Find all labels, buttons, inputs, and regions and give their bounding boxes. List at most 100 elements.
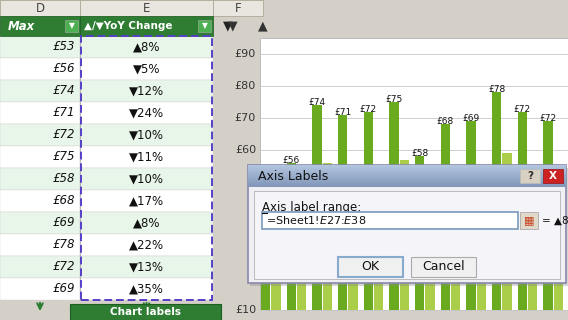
Bar xyxy=(248,181,566,182)
Text: £75: £75 xyxy=(52,150,75,164)
Bar xyxy=(364,112,373,310)
Bar xyxy=(248,171,566,172)
Bar xyxy=(248,165,566,283)
Bar xyxy=(248,182,566,183)
Bar xyxy=(0,190,80,212)
Text: £72: £72 xyxy=(52,129,75,141)
Bar xyxy=(400,160,409,310)
Bar xyxy=(287,163,296,310)
Text: Axis label range:: Axis label range: xyxy=(262,201,361,213)
Bar xyxy=(80,146,213,168)
Text: OK: OK xyxy=(361,260,379,274)
Bar xyxy=(248,179,566,180)
Bar xyxy=(520,212,538,229)
Text: £71: £71 xyxy=(334,108,351,117)
Text: £75: £75 xyxy=(385,95,403,104)
Text: £78: £78 xyxy=(52,238,75,252)
Bar xyxy=(323,163,332,310)
Bar xyxy=(250,168,568,286)
Bar xyxy=(389,102,399,310)
Text: =Sheet1!$E$27:$E$38: =Sheet1!$E$27:$E$38 xyxy=(266,214,366,227)
Bar xyxy=(65,20,78,32)
Text: Axis Labels: Axis Labels xyxy=(258,170,328,182)
Bar xyxy=(0,0,80,16)
Text: ▼: ▼ xyxy=(228,20,238,33)
Bar xyxy=(80,102,213,124)
Bar xyxy=(80,190,213,212)
Text: £72: £72 xyxy=(52,260,75,274)
Bar xyxy=(248,176,566,177)
Bar xyxy=(425,199,435,310)
Text: Max: Max xyxy=(8,20,35,33)
Bar xyxy=(254,191,560,279)
Bar xyxy=(248,166,566,167)
Text: £74: £74 xyxy=(308,98,325,107)
Bar xyxy=(248,168,566,169)
Bar xyxy=(248,186,566,187)
Text: ▼5%: ▼5% xyxy=(133,62,160,76)
Bar xyxy=(248,167,566,168)
Text: ▼11%: ▼11% xyxy=(129,150,164,164)
Bar xyxy=(80,80,213,102)
Text: ▲8%: ▲8% xyxy=(133,41,160,53)
Bar xyxy=(0,234,80,256)
Text: £71: £71 xyxy=(52,107,75,119)
Bar xyxy=(492,92,502,310)
Bar xyxy=(248,180,566,181)
Bar xyxy=(374,167,383,310)
Text: £74: £74 xyxy=(52,84,75,98)
Bar xyxy=(248,178,566,179)
Text: £58: £58 xyxy=(411,149,428,158)
Text: ▼: ▼ xyxy=(223,20,233,33)
Text: D: D xyxy=(35,2,44,14)
Text: £69: £69 xyxy=(52,217,75,229)
Text: X: X xyxy=(549,171,557,181)
Bar xyxy=(248,177,566,178)
Bar xyxy=(477,174,486,310)
Text: £68: £68 xyxy=(52,195,75,207)
Bar xyxy=(260,38,568,310)
Text: £10: £10 xyxy=(235,305,256,315)
Bar xyxy=(517,112,527,310)
Bar xyxy=(466,121,475,310)
Text: £53: £53 xyxy=(257,165,274,174)
Text: ▼10%: ▼10% xyxy=(129,172,164,186)
Text: ▼24%: ▼24% xyxy=(129,107,164,119)
Bar xyxy=(520,169,540,183)
Bar xyxy=(248,174,566,175)
Bar xyxy=(248,173,566,174)
Text: ▦: ▦ xyxy=(524,215,534,226)
Bar xyxy=(81,36,212,300)
Text: ▲: ▲ xyxy=(258,20,268,33)
Bar xyxy=(338,115,347,310)
Text: E: E xyxy=(143,2,150,14)
Bar xyxy=(0,16,80,36)
Bar xyxy=(312,105,321,310)
Bar xyxy=(198,20,211,32)
Text: £78: £78 xyxy=(488,85,506,94)
Bar xyxy=(80,256,213,278)
Bar xyxy=(0,168,80,190)
Text: ▲8%: ▲8% xyxy=(133,217,160,229)
Bar xyxy=(80,36,213,58)
Bar xyxy=(297,204,306,310)
Bar xyxy=(0,58,80,80)
Bar xyxy=(544,121,553,310)
Bar xyxy=(0,146,80,168)
Bar xyxy=(248,172,566,173)
Bar xyxy=(0,212,80,234)
Bar xyxy=(262,212,518,229)
Text: = ▲8%, ▼5%, ▼12: = ▲8%, ▼5%, ▼12 xyxy=(542,215,568,226)
Text: ▼10%: ▼10% xyxy=(129,129,164,141)
Text: F: F xyxy=(235,2,241,14)
Text: £80: £80 xyxy=(235,81,256,91)
Text: £69: £69 xyxy=(52,283,75,295)
Text: ▲22%: ▲22% xyxy=(129,238,164,252)
Bar xyxy=(261,172,270,310)
Bar xyxy=(80,234,213,256)
Text: ▼13%: ▼13% xyxy=(129,260,164,274)
Bar xyxy=(213,0,263,16)
Text: Cancel: Cancel xyxy=(422,260,465,274)
Bar xyxy=(248,169,566,170)
Bar xyxy=(248,185,566,186)
